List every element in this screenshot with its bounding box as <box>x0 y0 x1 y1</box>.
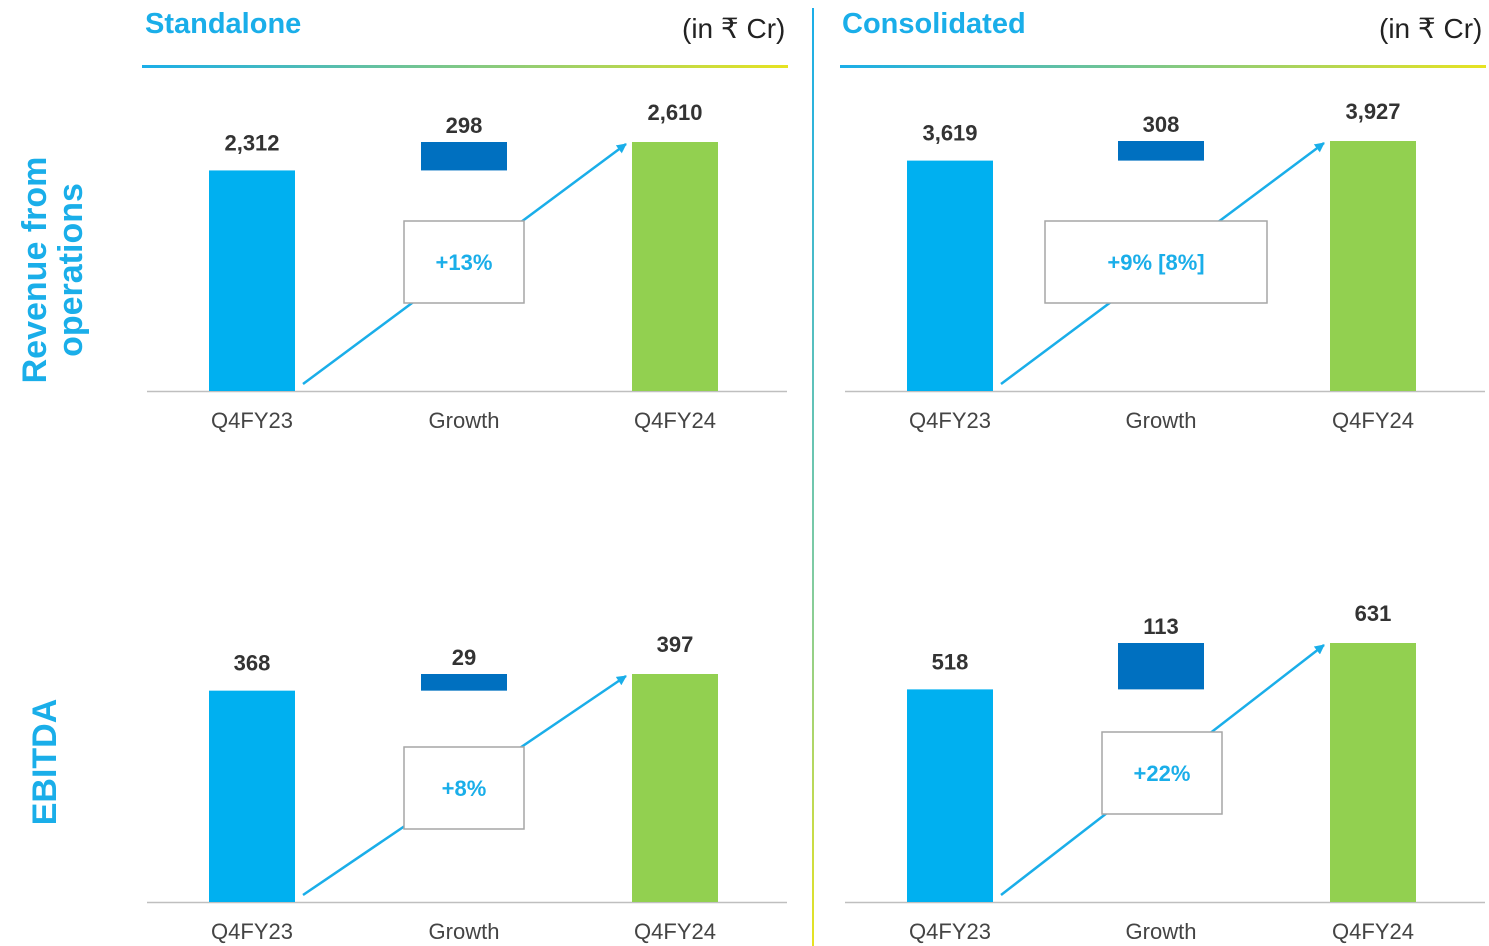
data-label-end: 397 <box>657 632 694 657</box>
standalone-unit: (in ₹ Cr) <box>682 13 786 44</box>
x-tick-label: Q4FY23 <box>909 919 991 944</box>
data-label-start: 2,312 <box>224 130 279 155</box>
x-tick-label: Growth <box>429 408 500 433</box>
x-tick-label: Q4FY23 <box>211 408 293 433</box>
growth-box <box>1044 220 1268 304</box>
x-tick-label: Q4FY24 <box>1332 919 1414 944</box>
growth-box <box>403 746 525 830</box>
standalone-title-rule <box>142 65 788 68</box>
bar-end <box>632 674 718 902</box>
bar-growth <box>421 674 507 691</box>
x-tick-label: Q4FY24 <box>634 408 716 433</box>
x-tick-label: Q4FY24 <box>634 919 716 944</box>
bar-end <box>1330 643 1416 902</box>
growth-percent-label: +8% <box>442 776 487 801</box>
data-label-growth: 29 <box>452 645 476 670</box>
section-divider <box>812 8 814 946</box>
data-label-start: 368 <box>234 651 271 676</box>
consolidated-title-rule <box>840 65 1486 68</box>
x-tick-label: Growth <box>1126 408 1197 433</box>
bar-start <box>907 160 993 391</box>
x-tick-label: Growth <box>1126 919 1197 944</box>
growth-percent-label: +13% <box>436 250 493 275</box>
bar-growth <box>1118 141 1204 161</box>
data-label-start: 518 <box>932 649 969 674</box>
growth-box <box>1101 731 1223 815</box>
data-label-end: 631 <box>1355 601 1392 626</box>
consolidated-unit: (in ₹ Cr) <box>1379 13 1483 44</box>
bar-growth <box>1118 643 1204 690</box>
bar-start <box>209 690 295 902</box>
standalone-title: Standalone <box>145 8 302 40</box>
x-tick-label: Q4FY24 <box>1332 408 1414 433</box>
x-tick-label: Q4FY23 <box>211 919 293 944</box>
x-tick-label: Growth <box>429 919 500 944</box>
data-label-growth: 308 <box>1143 112 1180 137</box>
bar-start <box>209 170 295 391</box>
data-label-growth: 113 <box>1143 614 1179 639</box>
bar-growth <box>421 142 507 171</box>
x-tick-label: Q4FY23 <box>909 408 991 433</box>
bar-end <box>632 142 718 391</box>
growth-percent-label: +22% <box>1134 761 1191 786</box>
growth-box <box>403 220 525 304</box>
bar-end <box>1330 141 1416 391</box>
data-label-growth: 298 <box>446 113 483 138</box>
growth-percent-label: +9% [8%] <box>1107 250 1204 275</box>
consolidated-title: Consolidated <box>842 8 1026 40</box>
bar-start <box>907 689 993 902</box>
data-label-end: 2,610 <box>647 100 702 125</box>
data-label-start: 3,619 <box>922 121 977 146</box>
data-label-end: 3,927 <box>1345 99 1400 124</box>
